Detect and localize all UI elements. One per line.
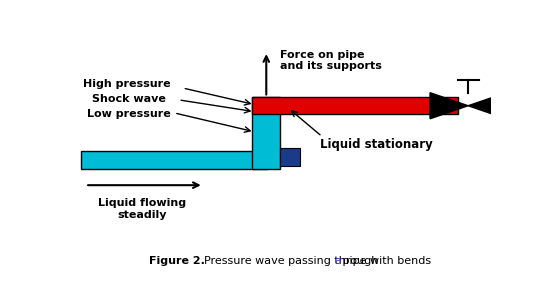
Text: Liquid stationary: Liquid stationary xyxy=(320,138,433,151)
Text: Force on pipe
and its supports: Force on pipe and its supports xyxy=(280,50,382,71)
Text: Pressure wave passing through: Pressure wave passing through xyxy=(197,256,382,266)
Text: High pressure: High pressure xyxy=(83,79,171,89)
Text: Figure 2.: Figure 2. xyxy=(149,256,205,266)
Text: Low pressure: Low pressure xyxy=(87,108,171,119)
Text: a: a xyxy=(334,256,341,266)
Bar xyxy=(252,97,280,168)
Polygon shape xyxy=(430,93,468,119)
Bar xyxy=(252,97,458,114)
Polygon shape xyxy=(468,93,506,119)
Text: pipe with bends: pipe with bends xyxy=(340,256,432,266)
Text: Shock wave: Shock wave xyxy=(92,94,165,103)
Bar xyxy=(280,148,300,166)
Text: Liquid flowing
steadily: Liquid flowing steadily xyxy=(98,198,186,220)
Bar xyxy=(81,151,267,168)
